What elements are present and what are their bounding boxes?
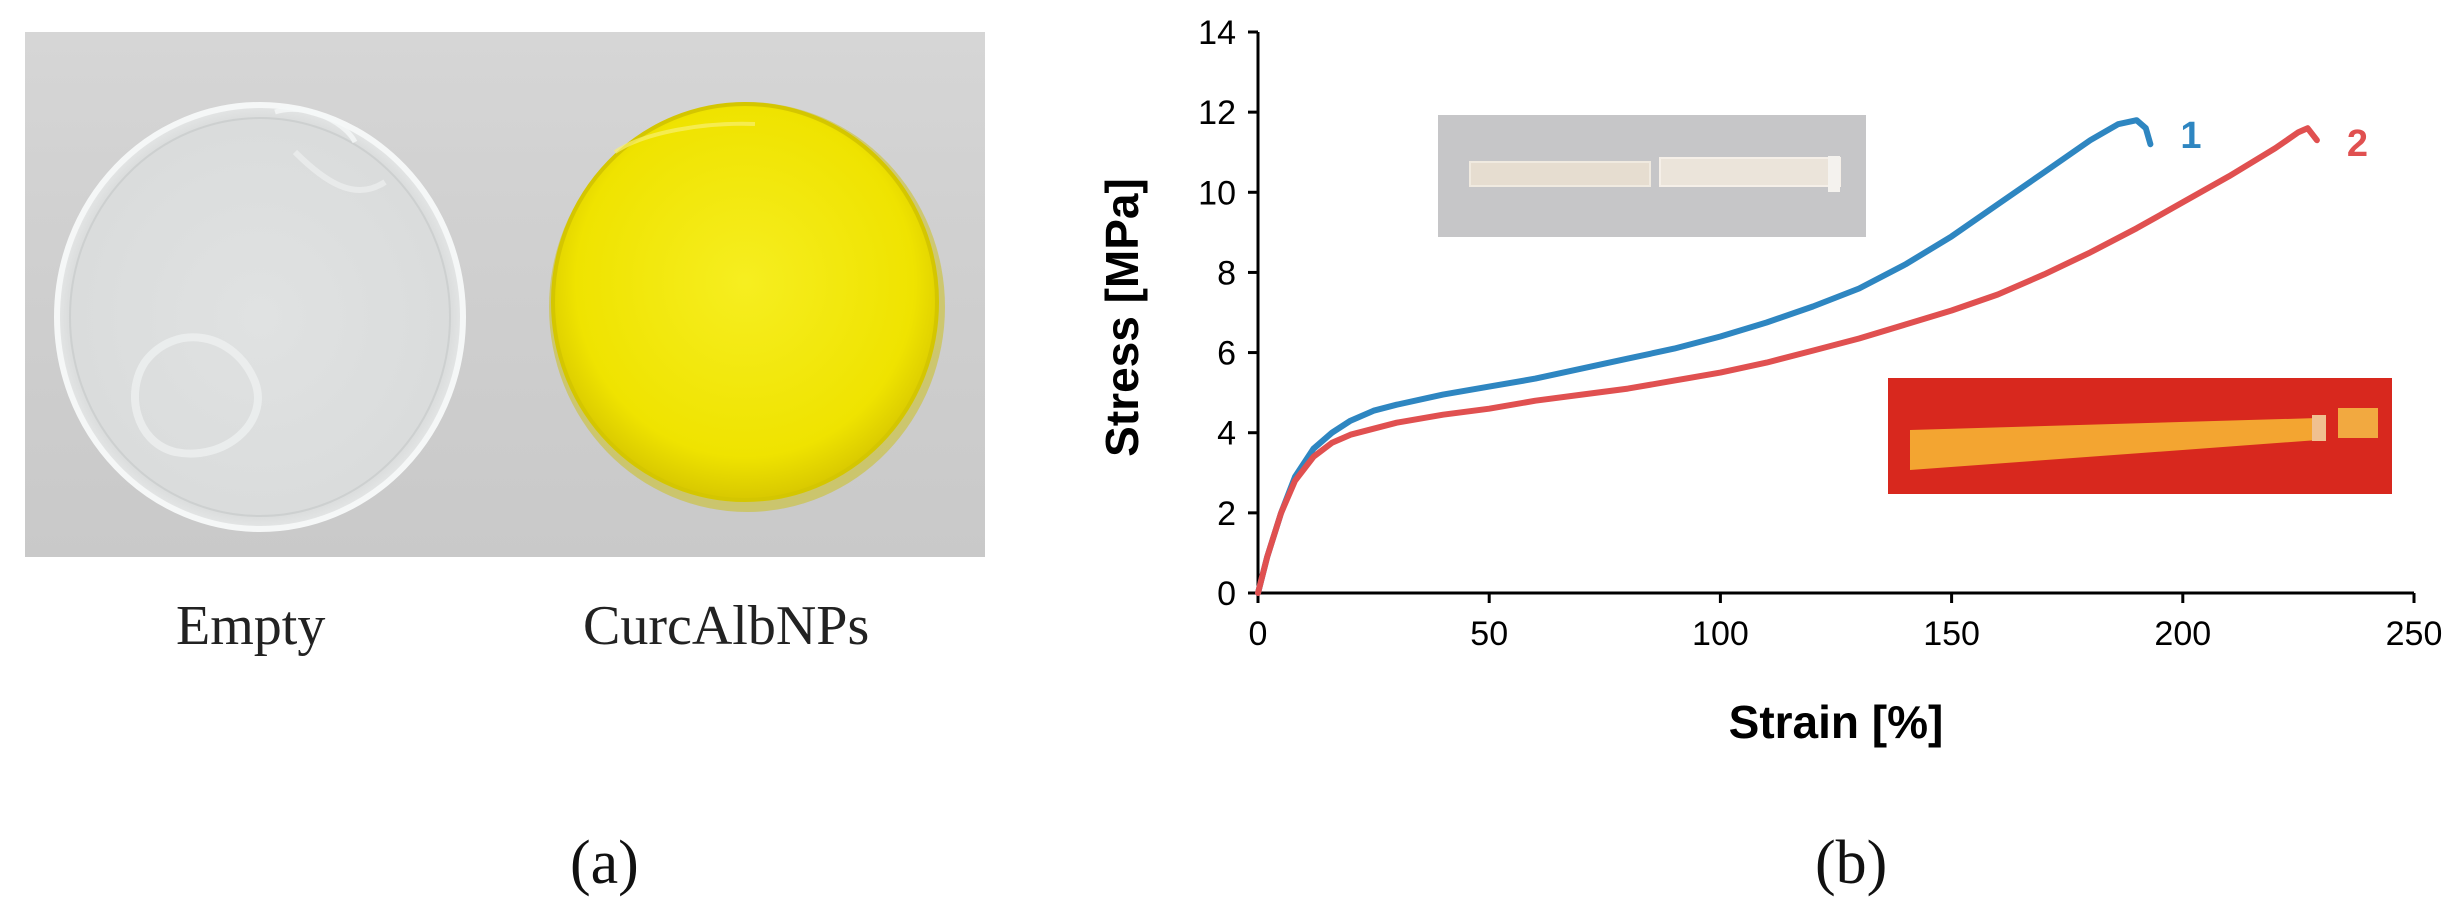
panel-label-a: (a) — [570, 829, 639, 897]
y-tick-label: 2 — [1217, 495, 1236, 533]
y-tick-label: 0 — [1217, 575, 1236, 613]
x-tick-label: 250 — [2386, 615, 2443, 653]
x-tick-label: 100 — [1692, 615, 1749, 653]
labels-layer: Strain [%] Stress [MPa] 1 2 — [1096, 115, 2368, 748]
y-tick-label: 12 — [1198, 94, 1236, 132]
inset-clear-strip — [1438, 115, 1866, 237]
panel-label-b: (b) — [1815, 829, 1888, 897]
y-tick-label: 8 — [1217, 254, 1236, 292]
empty-film — [54, 102, 466, 532]
insets — [1438, 115, 2392, 494]
y-tick-label: 4 — [1217, 415, 1236, 453]
film-photo-drawing — [54, 102, 945, 532]
y-tick-label: 14 — [1198, 14, 1236, 52]
caption-curcalbnps: CurcAlbNPs — [583, 595, 870, 657]
x-tick-label: 150 — [1923, 615, 1980, 653]
panel-a: Empty CurcAlbNPs (a) — [0, 0, 1000, 912]
series-1-line — [1255, 117, 2154, 596]
series-1-label: 1 — [2180, 115, 2201, 157]
series-2-label: 2 — [2347, 123, 2368, 165]
series-layer — [1255, 117, 2320, 596]
y-tick-label: 10 — [1198, 174, 1236, 212]
curc-film — [549, 102, 945, 512]
x-axis-title: Strain [%] — [1729, 696, 1944, 748]
x-tick-label: 50 — [1470, 615, 1508, 653]
y-axis-title: Stress [MPa] — [1096, 178, 1148, 457]
series-2-line — [1255, 125, 2320, 596]
x-tick-label: 200 — [2154, 615, 2211, 653]
inset-orange-strip — [1888, 378, 2392, 494]
film-photo — [25, 32, 985, 557]
x-tick-label: 0 — [1249, 615, 1268, 653]
y-tick-label: 6 — [1217, 335, 1236, 373]
caption-empty: Empty — [176, 595, 326, 657]
